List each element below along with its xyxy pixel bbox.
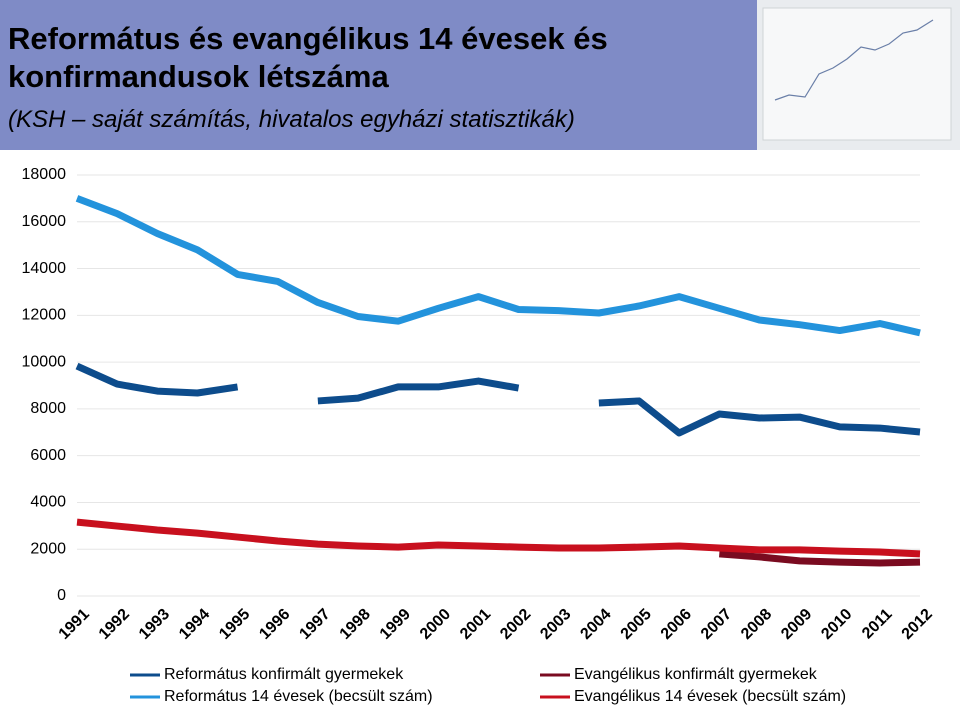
y-tick-label: 14000	[22, 260, 67, 277]
y-tick-label: 0	[57, 587, 66, 604]
decorative-image	[757, 0, 960, 150]
x-tick-label: 2009	[778, 606, 815, 643]
x-tick-label: 1994	[176, 606, 213, 643]
x-tick-label: 1993	[136, 606, 173, 643]
y-tick-label: 12000	[22, 307, 67, 324]
chart: 0 2000 4000 6000 8000 10000 12000 14000 16000 180…	[22, 166, 936, 705]
x-tick-label: 2000	[417, 606, 454, 643]
series-line	[75, 195, 921, 337]
x-tick-label: 2007	[698, 606, 735, 643]
legend-label: Evangélikus konfirmált gyermekek	[574, 666, 818, 683]
x-tick-label: 1991	[56, 606, 93, 643]
chart-title: Református és evangélikus 14 évesek és k…	[8, 21, 608, 94]
chart-subtitle: (KSH – saját számítás, hivatalos egyházi…	[8, 106, 575, 133]
y-tick-label: 10000	[22, 353, 67, 370]
x-tick-label: 2004	[577, 606, 614, 643]
x-tick-label: 2008	[738, 606, 775, 643]
series-line	[719, 550, 921, 567]
thumb-frame	[762, 7, 952, 141]
legend-label: Evangélikus 14 évesek (becsült szám)	[574, 688, 846, 705]
y-tick-label: 18000	[22, 166, 67, 183]
y-tick-label: 8000	[30, 400, 66, 417]
header: Református és evangélikus 14 évesek és k…	[0, 0, 757, 150]
thumb-line	[774, 19, 934, 101]
series-line	[317, 377, 520, 405]
y-tick-label: 4000	[30, 494, 66, 511]
series-line	[75, 362, 239, 397]
x-tick-label: 1999	[377, 606, 414, 643]
x-tick-label: 2011	[859, 606, 896, 643]
x-tick-label: 2012	[899, 606, 936, 643]
x-tick-label: 2006	[658, 606, 695, 643]
x-tick-label: 1997	[296, 606, 333, 643]
x-tick-label: 2003	[537, 606, 574, 643]
series-line	[598, 397, 921, 437]
x-tick-label: 2001	[457, 606, 494, 643]
x-tick-label: 1996	[256, 606, 293, 643]
x-tick-label: 2002	[497, 606, 534, 643]
legend-label: Református konfirmált gyermekek	[164, 666, 404, 683]
y-tick-label: 6000	[30, 447, 66, 464]
y-tick-label: 16000	[22, 213, 67, 230]
y-tick-label: 2000	[30, 540, 66, 557]
x-tick-label: 1998	[337, 606, 374, 643]
legend-label: Református 14 évesek (becsült szám)	[164, 688, 433, 705]
x-tick-label: 1992	[96, 606, 133, 643]
series-line	[76, 518, 921, 558]
x-tick-label: 2010	[818, 606, 855, 643]
x-tick-label: 1995	[216, 606, 253, 643]
x-tick-label: 2005	[618, 606, 655, 643]
